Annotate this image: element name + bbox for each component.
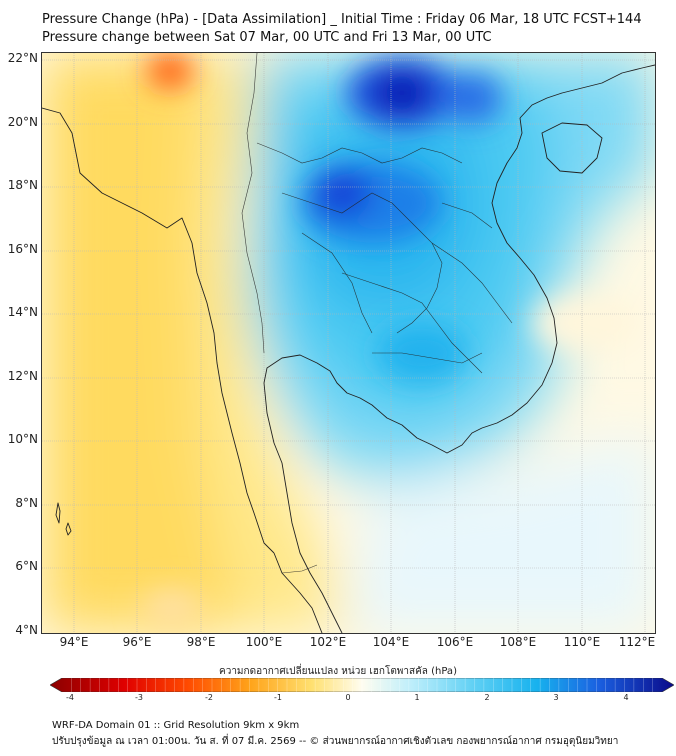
lon-label-94: 94°E — [59, 635, 89, 649]
lon-label-112: 112°E — [618, 635, 656, 649]
lat-label-8: 8°N — [15, 496, 38, 510]
colorbar-tick-neg1: -1 — [274, 693, 282, 702]
colorbar-tick-neg4: -4 — [66, 693, 74, 702]
lat-label-14: 14°N — [7, 305, 38, 319]
lon-label-98: 98°E — [186, 635, 216, 649]
colorbar-tick-neg2: -2 — [205, 693, 213, 702]
lat-lon-grid — [42, 53, 655, 633]
footer-update-info: ปรับปรุงข้อมูล ณ เวลา 01:00น. วัน ส. ที่… — [52, 736, 619, 747]
colorbar — [50, 678, 674, 692]
lon-label-104: 104°E — [372, 635, 410, 649]
lon-label-110: 110°E — [563, 635, 601, 649]
colorbar-tick-neg3: -3 — [135, 693, 143, 702]
lat-label-10: 10°N — [7, 432, 38, 446]
colorbar-title: ความกดอากาศเปลี่ยนแปลง หน่วย เฮกโตพาสคัล… — [219, 666, 457, 677]
lat-label-16: 16°N — [7, 242, 38, 256]
lat-label-6: 6°N — [15, 559, 38, 573]
lat-label-18: 18°N — [7, 178, 38, 192]
lon-label-96: 96°E — [122, 635, 152, 649]
colorbar-tick-2: 2 — [484, 693, 490, 702]
lat-label-20: 20°N — [7, 115, 38, 129]
pressure-change-map — [41, 52, 656, 634]
colorbar-tick-3: 3 — [553, 693, 559, 702]
country-borders — [241, 53, 513, 574]
colorbar-tick-1: 1 — [414, 693, 420, 702]
lat-label-4: 4°N — [15, 623, 38, 637]
lon-label-102: 102°E — [309, 635, 347, 649]
lat-label-22: 22°N — [7, 51, 38, 65]
colorbar-tick-4: 4 — [623, 693, 629, 702]
colorbar-tick-0: 0 — [345, 693, 351, 702]
footer-model-info: WRF-DA Domain 01 :: Grid Resolution 9km … — [52, 720, 300, 731]
lon-label-106: 106°E — [436, 635, 474, 649]
lon-label-100: 100°E — [245, 635, 283, 649]
pressure-field — [42, 53, 655, 633]
colorbar-separators — [71, 678, 653, 692]
lat-label-12: 12°N — [7, 369, 38, 383]
pressure-field-detail — [142, 53, 642, 628]
coastlines — [42, 64, 655, 633]
chart-title: Pressure Change (hPa) - [Data Assimilati… — [42, 12, 642, 27]
chart-subtitle: Pressure change between Sat 07 Mar, 00 U… — [42, 30, 492, 45]
lon-label-108: 108°E — [499, 635, 537, 649]
